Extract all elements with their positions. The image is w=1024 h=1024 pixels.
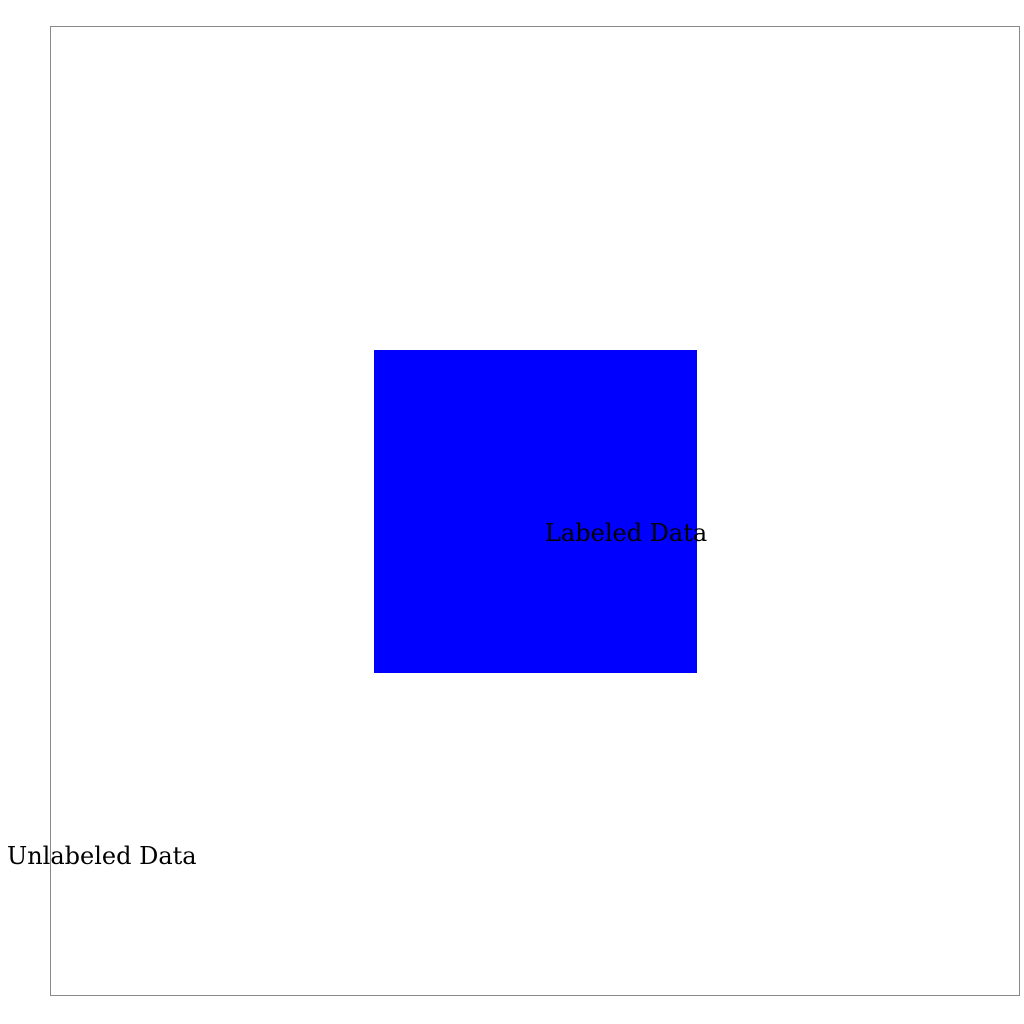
labeled-data-label: Labeled Data xyxy=(545,519,708,547)
unlabeled-data-label: Unlabeled Data xyxy=(7,842,197,870)
labeled-data-region xyxy=(374,350,697,673)
